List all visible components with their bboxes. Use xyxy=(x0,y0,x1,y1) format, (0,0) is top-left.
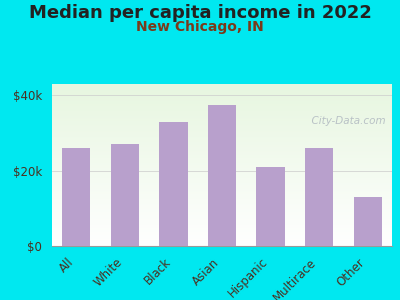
Text: New Chicago, IN: New Chicago, IN xyxy=(136,20,264,34)
Text: City-Data.com: City-Data.com xyxy=(304,116,385,126)
Bar xyxy=(159,122,188,246)
Bar xyxy=(305,148,333,246)
Bar xyxy=(62,148,90,246)
Bar xyxy=(111,144,139,246)
Text: Median per capita income in 2022: Median per capita income in 2022 xyxy=(28,4,372,22)
Bar xyxy=(354,197,382,246)
Bar xyxy=(208,105,236,246)
Bar xyxy=(256,167,285,246)
